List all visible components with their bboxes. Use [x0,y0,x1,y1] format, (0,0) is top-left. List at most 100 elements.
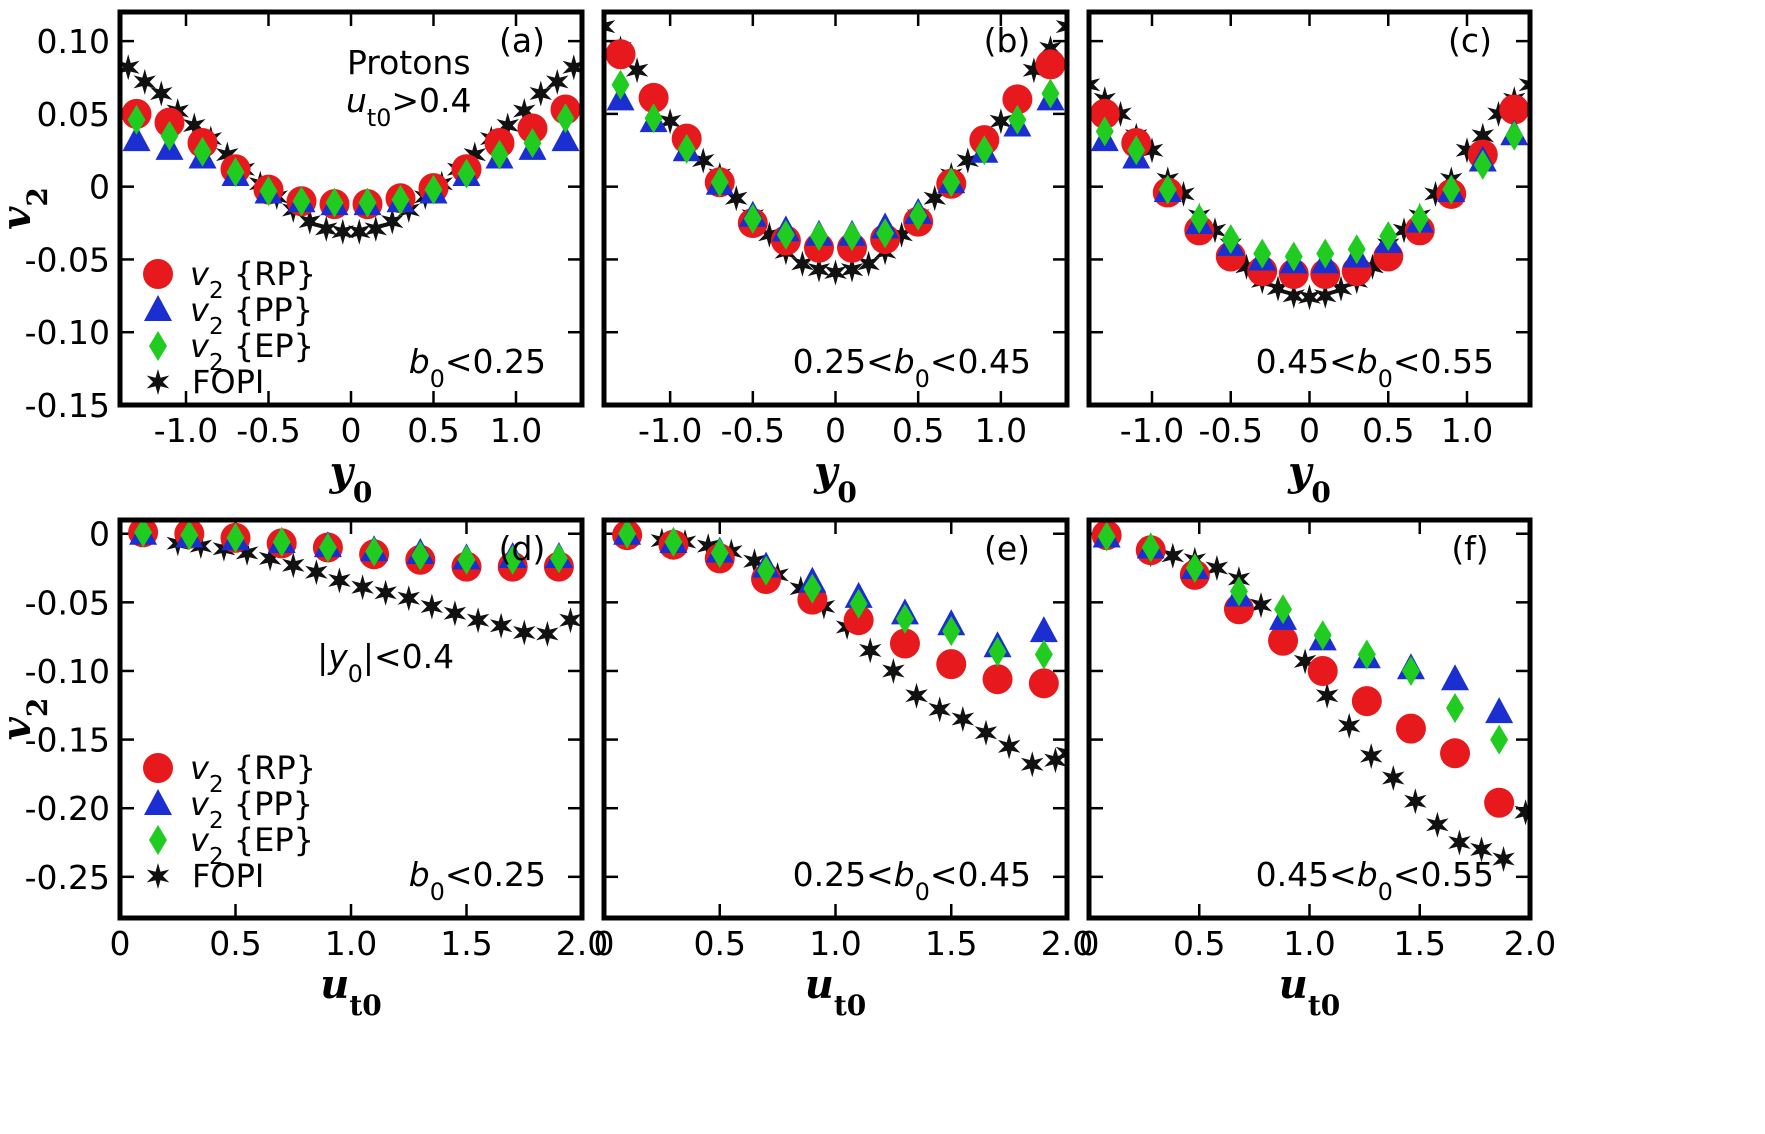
y-tick-label: -0.25 [25,858,110,897]
y-tick-label: -0.05 [25,240,110,279]
plot-frame [1086,517,1533,921]
point-fopi [1203,217,1227,244]
x-tick-label: 1.0 [490,411,542,450]
point-v2ep [358,187,377,218]
x-tick-label: -1.0 [1120,411,1184,450]
point-fopi [625,57,649,84]
legend-label-2: v2 {EP} [190,327,314,376]
y-axis-label: v2 [0,698,54,741]
point-fopi [351,574,374,601]
point-v2ep [503,544,522,575]
point-v2rp [1268,625,1299,656]
point-v2ep [677,133,696,164]
x-tick-label: -1.0 [638,411,702,450]
legend-marker-2 [149,825,167,855]
legend-marker-3 [146,369,170,395]
x-tick-label: 0.5 [1362,411,1414,450]
x-tick-label: 0 [1299,411,1320,450]
point-v2ep [988,636,1007,667]
point-v2ep [411,540,430,571]
point-v2ep [365,536,384,567]
point-fopi [1266,275,1290,302]
point-fopi [1424,180,1447,207]
point-v2rp [1028,668,1059,699]
point-fopi [1293,648,1317,675]
point-fopi [1205,555,1229,581]
legend-marker-1 [144,295,172,321]
point-fopi [890,221,913,248]
point-fopi [331,218,354,245]
x-tick-label: 1.0 [809,924,861,963]
point-fopi [840,256,864,283]
point-fopi [496,112,519,139]
point-fopi [305,559,328,586]
point-v2ep [776,219,795,250]
point-v2ep [523,128,542,158]
point-fopi [1109,100,1132,127]
legend: v2 {RP}v2 {PP}v2 {EP}FOPI [143,255,316,401]
point-v2ep [1034,639,1053,670]
point-fopi [513,98,536,124]
condition-label: 0.45<b0<0.55 [1256,855,1494,906]
point-fopi [364,215,387,242]
point-fopi [443,600,467,627]
point-fopi [791,250,814,277]
point-fopi [807,256,831,283]
x-tick-label: 0 [341,411,362,450]
point-fopi [989,108,1013,135]
x-axis-label: y0 [329,448,373,509]
point-fopi [725,185,748,212]
point-fopi [463,141,486,168]
panel-a: -1.0 -0.5 0 0.5 1.0 0.10 0.05 0 -0.05 -0.10 -0.15 (… [0,9,585,509]
point-v2ep [743,203,762,234]
point-fopi [824,259,847,286]
point-fopi [1044,747,1067,774]
point-v2ep [160,120,179,151]
x-tick-label: 0 [110,924,131,963]
point-v2ep [318,532,337,563]
x-tick-label: 0.5 [407,411,459,450]
x-tick-label: 0.5 [694,924,746,963]
plot-frame [117,9,585,408]
y-tick-label: 0 [89,168,110,207]
y-tick-label: -0.15 [25,386,110,425]
point-v2ep [1446,693,1465,724]
point-v2ep [1284,241,1303,272]
point-v2ep [1229,576,1248,607]
point-fopi [1021,751,1044,778]
x-axis-label: ut0 [1279,961,1341,1022]
point-v2ep [1410,203,1429,234]
panel-label: (a) [499,21,545,60]
point-v2ep [1379,221,1398,252]
point-fopi [1249,592,1273,619]
point-v2pp [1029,616,1058,643]
point-fopi [758,221,781,248]
point-v2ep [710,537,729,568]
point-v2ep [849,588,868,619]
point-fopi [466,607,490,634]
point-v2ep [127,104,146,135]
legend-label-0: v2 {RP} [190,255,316,304]
annotation-ut0-cut: ut0>0.4 [346,81,472,132]
data-layer [120,34,582,245]
point-v2ep [1347,234,1366,265]
y-axis-label: v2 [0,187,54,230]
point-v2ep [226,522,245,553]
y-tick-label: 0.05 [37,95,110,134]
point-v2rp [1351,686,1382,717]
panel-e: 0 0.5 1.0 1.5 2.0 (e) 0.25<b0<0.45 ut0 [594,517,1093,1022]
point-v2ep [1442,174,1461,205]
x-tick-label: -0.5 [721,411,785,450]
point-fopi [1161,542,1184,569]
point-fopi [956,147,979,174]
y-tick-label: -0.15 [25,721,110,760]
point-v2ep [1008,104,1027,135]
data-layer [604,13,1067,286]
x-axis-label: y0 [1287,448,1331,509]
point-v2rp [1035,49,1066,80]
data-layer [612,520,1067,778]
point-fopi [235,539,259,566]
y-tick-label: 0 [89,515,110,554]
point-fopi [1404,788,1427,815]
point-fopi [1022,57,1046,84]
